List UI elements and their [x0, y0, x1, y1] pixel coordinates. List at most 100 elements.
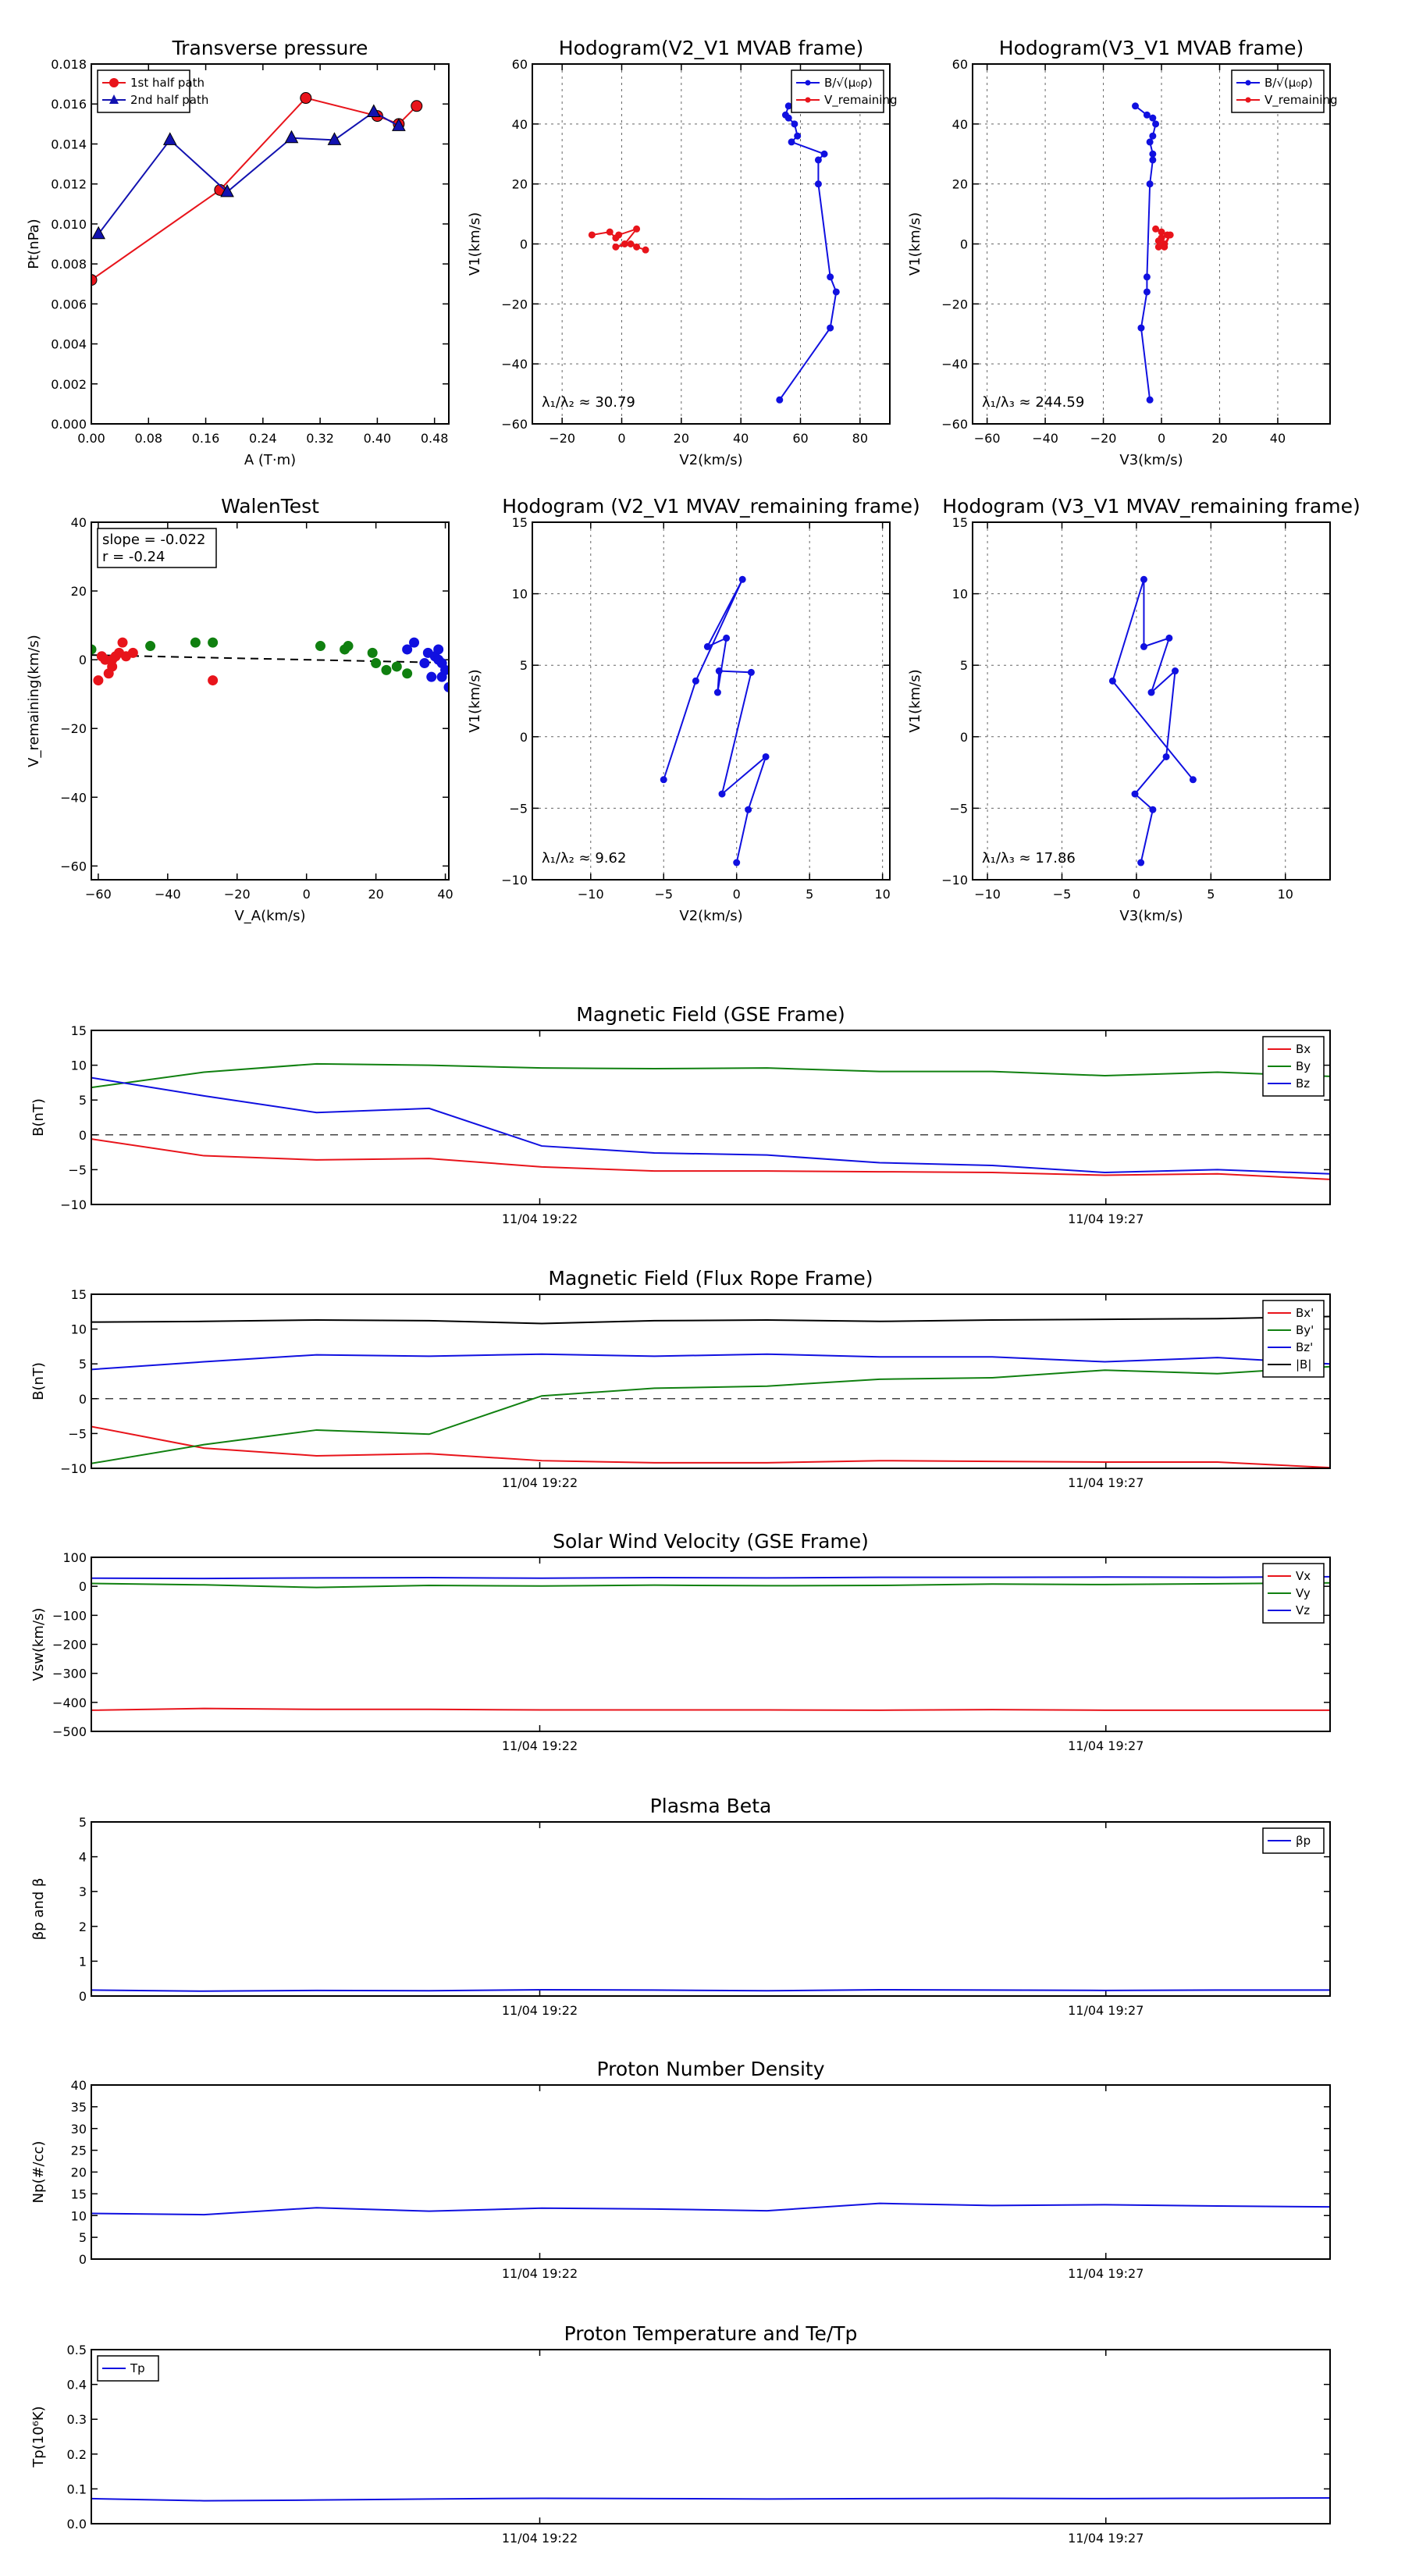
y-tick-label: −5 [68, 1426, 87, 1441]
y-tick-label: 0.2 [67, 2447, 87, 2462]
data-point [660, 776, 667, 784]
x-tick-label: −20 [224, 887, 251, 902]
chart-t1: Magnetic Field (GSE Frame) −10 −5 0 5 10 15 11/… [30, 1003, 1331, 1226]
y-tick-label: −40 [941, 357, 968, 372]
y-tick-label: 40 [952, 117, 968, 132]
x-tick-label: −10 [974, 887, 1001, 902]
legend-box [97, 69, 190, 113]
plot-area [91, 637, 449, 692]
data-point [1137, 859, 1145, 866]
data-point [1140, 642, 1147, 650]
plot-area [91, 92, 423, 286]
y-tick-label: −20 [941, 297, 968, 311]
axes-frame [91, 1030, 1331, 1205]
series-line-1 [91, 1582, 1330, 1589]
y-tick-label: −10 [60, 1197, 87, 1212]
x-axis-label: V2(km/s) [679, 908, 742, 924]
data-point [402, 644, 413, 655]
annotation: λ₁/λ₂ ≈ 30.79 [542, 394, 635, 411]
y-axis-label: Vsw(km/s) [30, 1608, 47, 1681]
y-tick-label: 10 [952, 587, 968, 602]
series-line-0 [91, 1425, 1330, 1468]
y-tick-label: −10 [60, 1461, 87, 1476]
legend-marker [1245, 80, 1251, 86]
plot-area [91, 1315, 1330, 1468]
y-tick-label: 40 [71, 515, 87, 530]
y-tick-label: 0.002 [51, 377, 87, 392]
data-point [738, 575, 746, 583]
legend-box [1231, 69, 1325, 113]
data-point [300, 92, 312, 105]
chart-title: Magnetic Field (GSE Frame) [576, 1003, 845, 1026]
chart-t6: Proton Temperature and Te/Tp 0.0 0.1 0.2 0.3… [30, 2322, 1331, 2546]
x-tick-label: 40 [437, 887, 453, 902]
chart-title: Hodogram (V2_V1 MVAV_remaining frame) [502, 495, 920, 518]
series-line-2 [91, 1353, 1330, 1371]
legend-label: Bz' [1296, 1340, 1313, 1354]
x-tick-label: 11/04 19:27 [1068, 2531, 1144, 2546]
legend-label: B/√(μ₀ρ) [1264, 76, 1313, 90]
data-point [827, 324, 834, 332]
data-point [781, 111, 789, 119]
data-point [723, 634, 731, 642]
y-tick-label: 0 [79, 1128, 87, 1143]
y-tick-label: 0 [79, 1989, 87, 2004]
y-tick-label: 5 [79, 1357, 87, 1372]
data-point [440, 664, 449, 675]
y-tick-label: 10 [512, 587, 528, 602]
data-point [127, 647, 138, 658]
series-line-0 [91, 1707, 1330, 1711]
x-axis-label: V3(km/s) [1119, 908, 1183, 924]
y-tick-label: −100 [52, 1608, 87, 1623]
data-point [832, 288, 840, 296]
series-line-2 [91, 1575, 1330, 1580]
y-tick-label: 0 [79, 2252, 87, 2267]
data-point [391, 661, 402, 672]
legend-box [1262, 1300, 1325, 1378]
data-point [1149, 806, 1157, 813]
chart-t2: Magnetic Field (Flux Rope Frame) −10 −5 0 5 1… [30, 1267, 1331, 1490]
y-tick-label: 0.0 [67, 2517, 87, 2532]
x-tick-label: 20 [368, 887, 383, 902]
data-point [419, 658, 430, 669]
x-tick-label: 11/04 19:27 [1068, 1738, 1144, 1753]
data-point [814, 180, 822, 188]
data-point [713, 688, 721, 696]
y-tick-label: 15 [71, 1023, 87, 1038]
y-tick-label: −40 [60, 790, 87, 805]
data-point [1149, 132, 1157, 140]
y-axis-label: B(nT) [30, 1362, 47, 1400]
data-point [1143, 288, 1151, 296]
data-point [612, 243, 620, 251]
legend-label: Bz [1296, 1076, 1310, 1091]
chart-p2: Hodogram(V2_V1 MVAB frame) −60 −40 −20 0 20 40… [467, 37, 898, 468]
y-tick-label: −60 [501, 417, 528, 432]
legend-label: Bx [1296, 1042, 1311, 1056]
y-tick-label: 3 [79, 1884, 87, 1899]
plot-area [91, 1575, 1330, 1711]
x-tick-label: 11/04 19:22 [502, 1475, 578, 1490]
y-tick-label: 5 [960, 658, 968, 673]
plot-area [91, 1062, 1330, 1180]
y-tick-label: 40 [71, 2078, 87, 2093]
x-tick-label: −40 [1032, 431, 1058, 446]
y-tick-label: 5 [79, 1093, 87, 1108]
y-tick-label: −40 [501, 357, 528, 372]
data-point [788, 138, 795, 146]
y-tick-label: 0 [79, 1579, 87, 1594]
legend-label: Tp [130, 2361, 145, 2375]
legend-marker [805, 80, 811, 86]
chart-title: Hodogram(V2_V1 MVAB frame) [559, 37, 863, 59]
annotation-box [97, 528, 217, 568]
x-tick-label: 80 [852, 431, 868, 446]
y-axis-label: V1(km/s) [467, 669, 483, 732]
legend-marker [109, 78, 119, 87]
y-tick-label: 5 [520, 658, 528, 673]
x-tick-label: 11/04 19:27 [1068, 2266, 1144, 2281]
data-point [367, 647, 378, 658]
data-point [1147, 688, 1155, 696]
data-point [366, 104, 381, 117]
y-tick-label: 100 [62, 1550, 87, 1565]
y-tick-label: −10 [941, 873, 968, 888]
